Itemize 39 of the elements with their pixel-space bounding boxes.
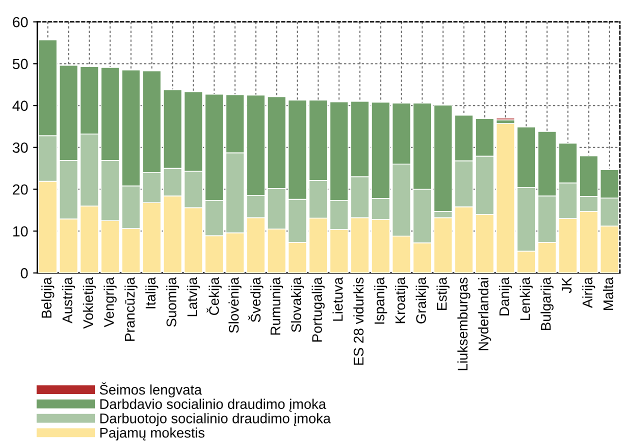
x-tick-label: Austrija (62, 277, 76, 324)
x-tick-label: Liuksemburgas (457, 278, 470, 370)
x-tick-label: Švedija (248, 277, 264, 322)
y-tick-label: 0 (20, 268, 28, 278)
x-tick-label: Airija (582, 277, 596, 308)
x-tick-label: Italija (145, 277, 158, 308)
y-tick-label: 50 (12, 58, 28, 70)
legend-label: Pajamų mokestis (100, 427, 204, 440)
x-tick-label: Suomija (166, 277, 180, 327)
x-tick-label: ES 28 vidurkis (353, 278, 364, 365)
x-tick-label: Rumunija (270, 277, 284, 335)
x-tick-label: Belgija (41, 277, 54, 318)
x-tick-label: Vengrija (104, 277, 117, 328)
x-tick-label: Estija (436, 277, 450, 310)
x-tick-label: Prancūzija (124, 277, 138, 341)
x-tick-label: Graikija (416, 277, 429, 324)
x-tick-label: Slovakija (290, 277, 304, 332)
legend-label: Darbuotojo socialinio draudimo įmoka (100, 413, 331, 426)
x-tick-label: Danija (498, 277, 512, 316)
x-tick-label: Nyderlandai (478, 278, 492, 350)
x-tick-label: JK (562, 277, 572, 294)
y-tick-label: 20 (12, 184, 28, 195)
x-tick-label: Ispanija (374, 277, 388, 324)
x-tick-label: Kroatija (394, 277, 408, 324)
x-tick-label: Čekija (206, 277, 222, 316)
y-tick-label: 40 (12, 100, 28, 111)
y-tick-label: 10 (13, 226, 28, 237)
y-tick-label: 30 (12, 142, 28, 153)
x-tick-label: Vokietija (82, 277, 96, 329)
x-tick-label: Latvija (186, 277, 200, 316)
x-tick-label: Lietuva (332, 277, 343, 321)
x-tick-label: Slovėnija (228, 277, 242, 333)
y-tick-label: 60 (12, 16, 28, 28)
x-tick-label: Portugalija (312, 277, 325, 342)
legend-label: Darbdavio socialinio draudimo įmoka (100, 398, 326, 412)
x-tick-label: Malta (603, 277, 614, 310)
x-tick-label: Lenkija (520, 277, 533, 320)
legend-label: Šeimos lengvata (100, 382, 202, 398)
x-tick-label: Bulgarija (540, 277, 554, 330)
